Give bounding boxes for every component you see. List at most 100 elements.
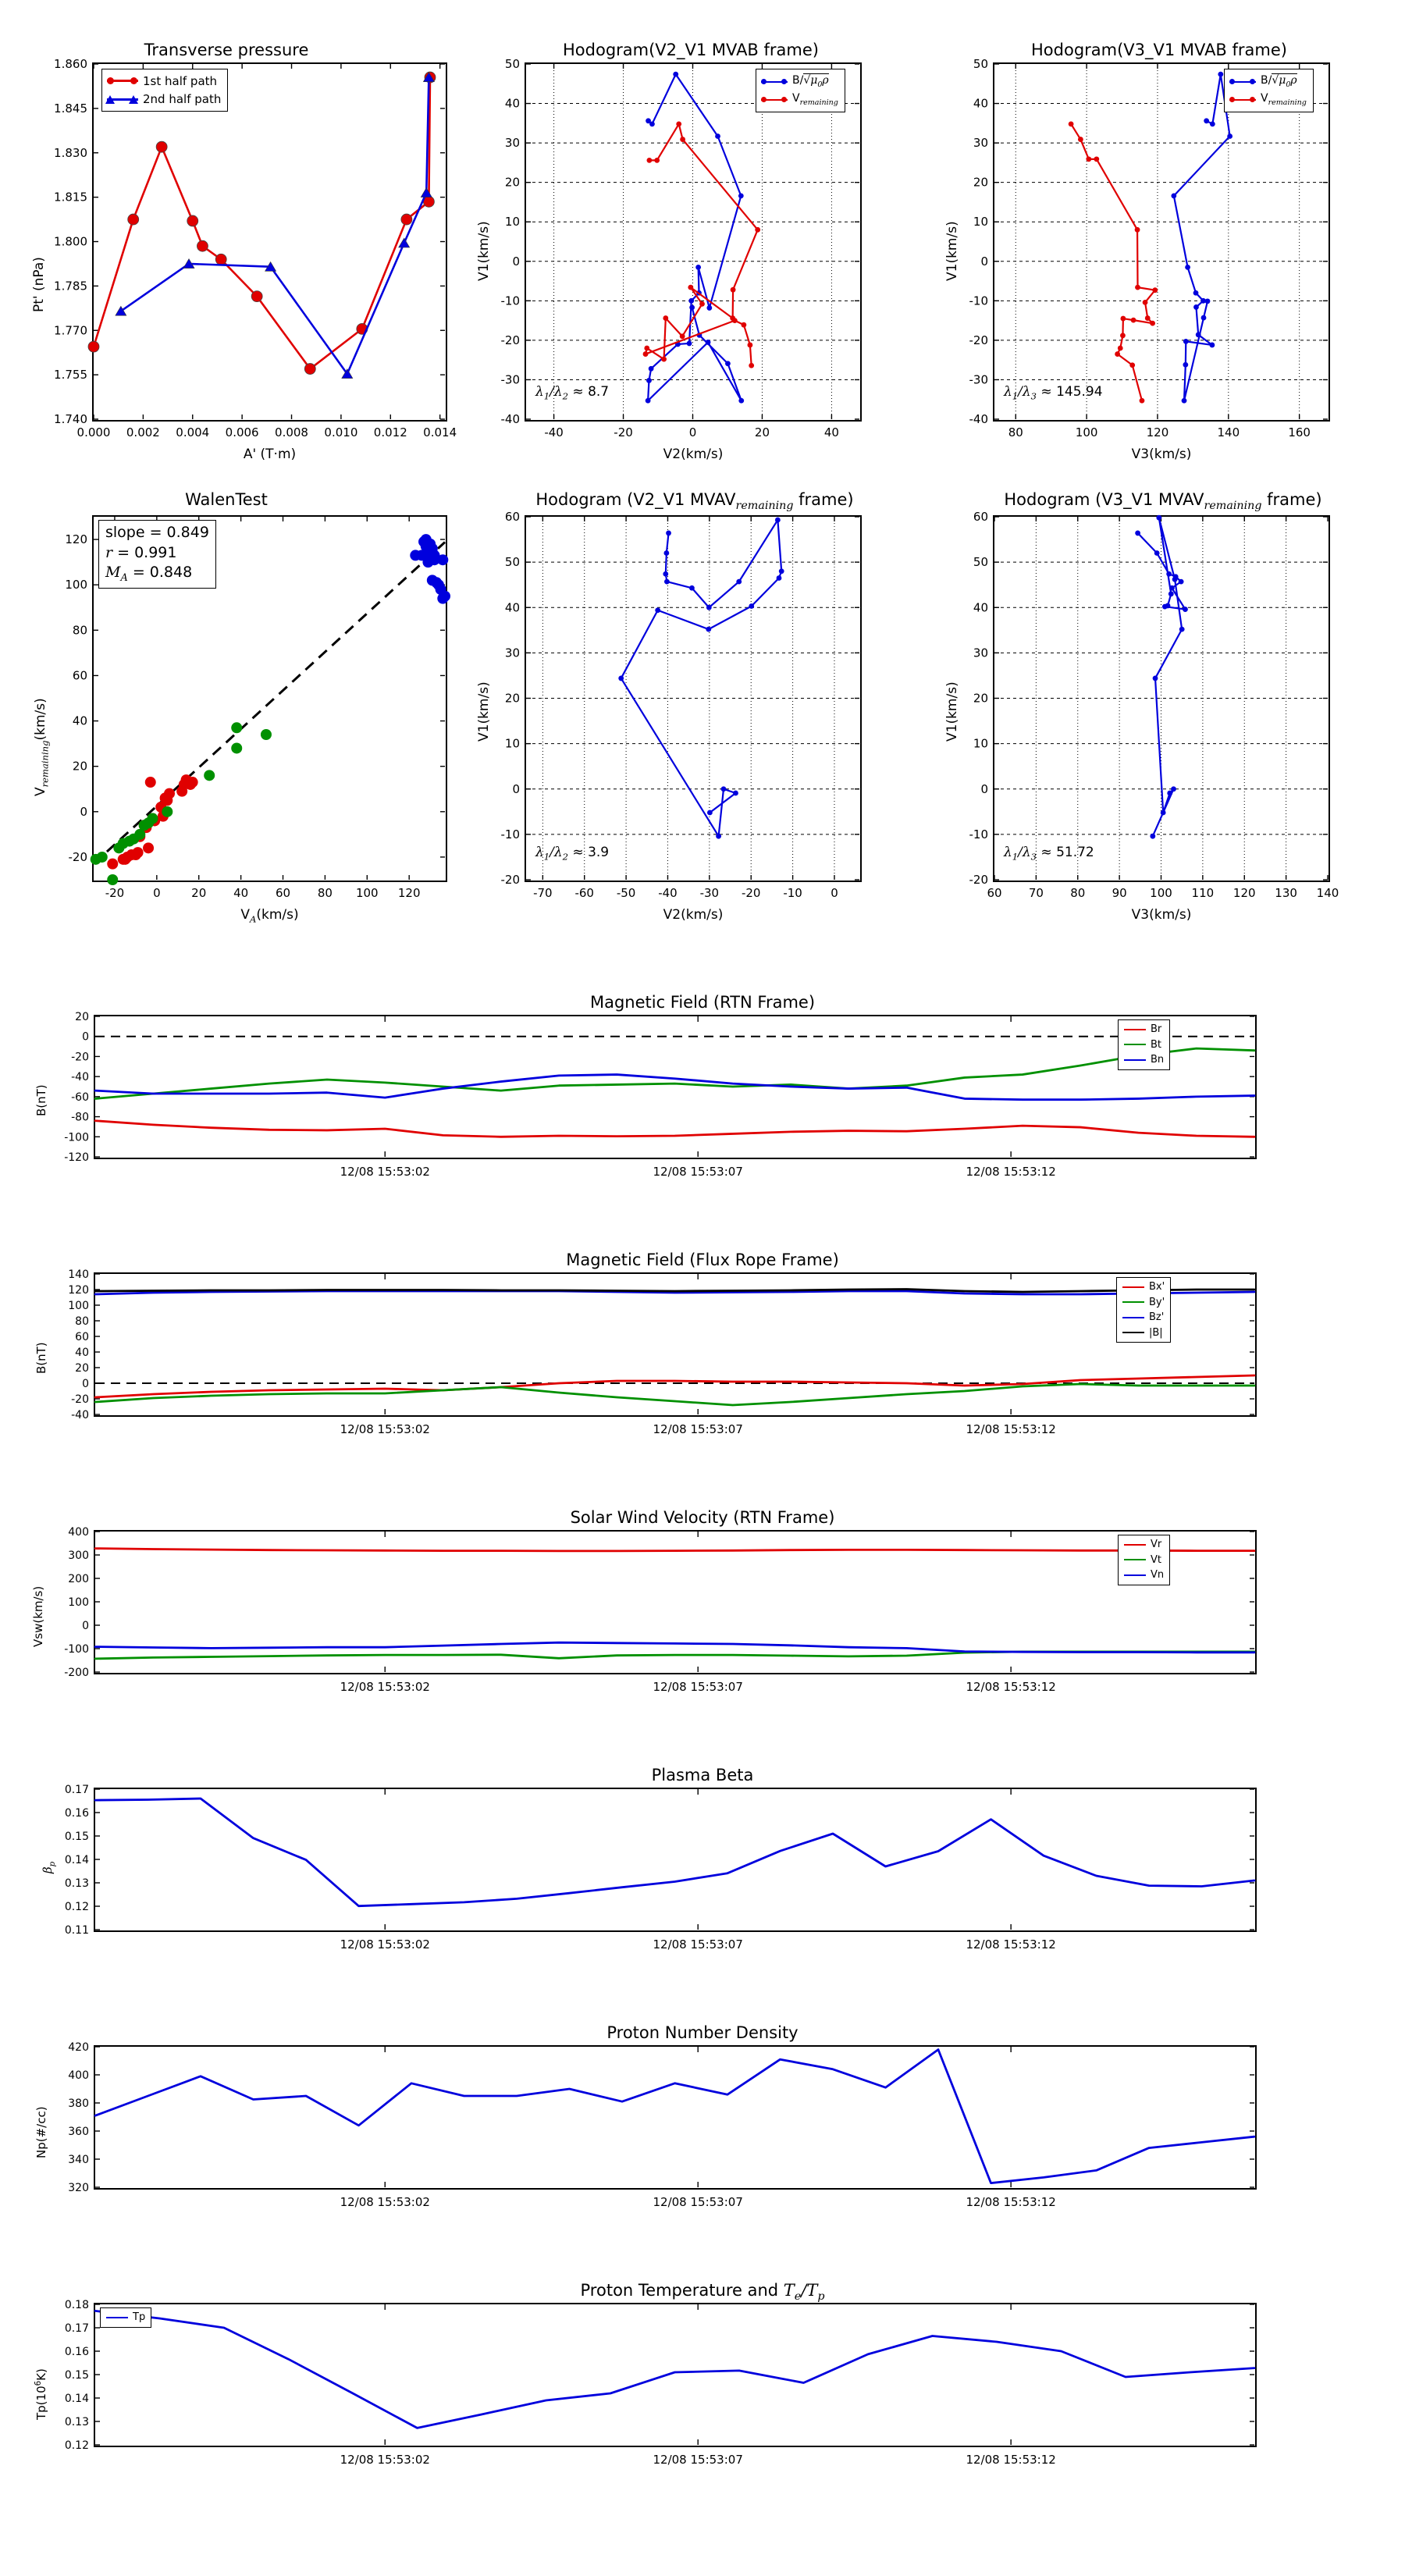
b-fluxrope-timeseries: -40 -20 0 20 40 60 80 100 120 140 12/08 15:53:02 12…	[68, 1268, 1256, 1436]
svg-text:20: 20	[191, 886, 206, 900]
y-axis-label: V1(km/s)	[944, 221, 960, 281]
svg-text:12/08 15:53:02: 12/08 15:53:02	[340, 1165, 430, 1179]
legend-marker-by	[1122, 1301, 1144, 1304]
panel-hodogram-v2v1-mvav: Hodogram (V2_V1 MVAVremaining frame) -70…	[468, 468, 937, 937]
legend-label: 2nd half path	[143, 91, 222, 106]
panel-magnetic-field-rtn: Magnetic Field (RTN Frame) -120 -100 -80 -6…	[0, 991, 1405, 1187]
legend-marker-line-red	[761, 96, 788, 104]
svg-text:-30: -30	[700, 886, 720, 900]
svg-text:30: 30	[505, 136, 520, 150]
plot-frame: 320 340 360 380 400 420 12/08 15:53:02 12/08 15…	[68, 2041, 1257, 2209]
y-axis-label: B(nT)	[34, 1342, 48, 1374]
eigenvalue-ratio-annotation: λ1/λ3 ≈ 51.72	[1004, 845, 1094, 863]
svg-text:1.740: 1.740	[54, 412, 87, 426]
svg-text:12/08 15:53:12: 12/08 15:53:12	[966, 2453, 1055, 2467]
svg-text:1.785: 1.785	[54, 279, 87, 293]
legend-item-vr: Vr	[1124, 1537, 1164, 1553]
plot-frame: 0.11 0.12 0.13 0.14 0.15 0.16 0.17 12/08 15:53:…	[65, 1784, 1257, 1952]
walen-slope: slope = 0.849	[105, 524, 209, 541]
y-axis-label: V1(km/s)	[944, 681, 960, 742]
svg-text:20: 20	[973, 176, 988, 190]
transverse-pressure-plot: 0.000 0.002 0.004 0.006 0.008 0.010 0.012 0.014…	[54, 57, 457, 439]
plot-frame: -40 -20 0 20 40 60 80 100 120 140 12/08 15:53:02 12…	[68, 1268, 1257, 1436]
svg-text:0.15: 0.15	[65, 1831, 89, 1843]
svg-text:-100: -100	[64, 1131, 89, 1144]
svg-text:0.12: 0.12	[65, 1901, 89, 1913]
y-axis-label: V1(km/s)	[476, 221, 492, 281]
svg-text:40: 40	[233, 886, 248, 900]
legend-label: Vremaining	[1261, 92, 1307, 107]
panel-title: Magnetic Field (RTN Frame)	[589, 993, 816, 1012]
svg-text:12/08 15:53:12: 12/08 15:53:12	[966, 2195, 1055, 2209]
svg-text:60: 60	[973, 510, 988, 524]
legend-label: Vr	[1151, 1539, 1162, 1550]
svg-text:1.770: 1.770	[54, 323, 87, 337]
eigenvalue-ratio-annotation: λ1/λ2 ≈ 3.9	[535, 845, 610, 863]
plot-frame: -120 -100 -80 -60 -40 -20 0 20 12/08 15:53:02 12/…	[64, 1011, 1257, 1179]
svg-text:-70: -70	[533, 886, 553, 900]
svg-text:20: 20	[505, 692, 520, 706]
svg-text:120: 120	[1147, 425, 1169, 439]
panel-walen-test: WalenTest -20 0 20 40 60 80 100 120 -20 0 20 40 60 80…	[0, 468, 468, 937]
svg-text:12/08 15:53:07: 12/08 15:53:07	[653, 1165, 743, 1179]
hodogram-v2v1-mvab-plot: -40 -20 0 20 40 -40 -30 -20 -10 0 10 20 30 40 50	[501, 57, 859, 439]
svg-text:12/08 15:53:12: 12/08 15:53:12	[966, 1680, 1055, 1694]
panel-title: Hodogram(V3_V1 MVAB frame)	[1031, 41, 1287, 59]
svg-text:12/08 15:53:12: 12/08 15:53:12	[966, 1937, 1055, 1952]
panel-proton-temperature: Proton Temperature and Te/Tp 0.12 0.13 0.1…	[0, 2279, 1405, 2482]
svg-text:20: 20	[505, 176, 520, 190]
legend-item-2nd-half: 2nd half path	[105, 91, 222, 109]
svg-text:12/08 15:53:02: 12/08 15:53:02	[340, 1680, 430, 1694]
legend-item-vremaining: Vremaining	[1229, 91, 1307, 109]
svg-text:-10: -10	[969, 827, 989, 841]
legend-item-balfven: B/√μ0ρ	[1229, 73, 1307, 91]
svg-text:80: 80	[318, 886, 333, 900]
svg-text:10: 10	[505, 215, 520, 229]
svg-text:70: 70	[1029, 886, 1044, 900]
svg-text:-10: -10	[969, 294, 989, 308]
svg-text:120: 120	[65, 532, 87, 546]
svg-text:0.18: 0.18	[65, 2299, 89, 2311]
svg-text:-30: -30	[501, 372, 521, 386]
x-axis-label: VA(km/s)	[240, 907, 299, 925]
svg-text:12/08 15:53:07: 12/08 15:53:07	[653, 1422, 743, 1436]
panel-hodogram-v2v1-mvab: Hodogram(V2_V1 MVAB frame) -40 -20 0 20 40 -4…	[468, 0, 937, 468]
panel-title: Solar Wind Velocity (RTN Frame)	[570, 1508, 835, 1527]
svg-text:-40: -40	[71, 1409, 89, 1421]
legend-marker-circle	[107, 76, 138, 86]
x-axis-label: V2(km/s)	[663, 907, 724, 923]
svg-text:-40: -40	[501, 412, 521, 426]
legend-label: By'	[1149, 1296, 1165, 1308]
svg-text:1.860: 1.860	[54, 57, 87, 71]
svg-text:0.17: 0.17	[65, 1784, 89, 1796]
svg-text:80: 80	[75, 1315, 89, 1328]
svg-text:50: 50	[505, 555, 520, 569]
svg-text:-200: -200	[64, 1667, 89, 1679]
legend-marker-bmag	[1122, 1332, 1144, 1334]
svg-text:60: 60	[276, 886, 290, 900]
legend-label: Bz'	[1149, 1311, 1165, 1323]
y-axis-label: Pt' (nPa)	[31, 257, 47, 312]
svg-text:60: 60	[73, 668, 87, 682]
tp-timeseries: 0.12 0.13 0.14 0.15 0.16 0.17 0.18 12/08 15:53:…	[65, 2299, 1256, 2467]
panel-title: Plasma Beta	[651, 1766, 754, 1784]
legend-label: B/√μ0ρ	[792, 73, 829, 89]
panel-magnetic-field-fluxrope: Magnetic Field (Flux Rope Frame) -40 -20 0…	[0, 1249, 1405, 1444]
legend-item-bn: Bn	[1124, 1052, 1164, 1068]
svg-text:12/08 15:53:02: 12/08 15:53:02	[340, 2453, 430, 2467]
eigenvalue-ratio-annotation: λ1/λ3 ≈ 145.94	[1004, 384, 1103, 402]
svg-text:0: 0	[980, 782, 988, 796]
legend-marker-line-blue	[1229, 78, 1256, 86]
svg-text:30: 30	[505, 646, 520, 660]
legend-label: |B|	[1149, 1326, 1163, 1339]
walen-ma: MA = 0.848	[105, 564, 193, 585]
svg-text:50: 50	[973, 555, 988, 569]
svg-text:120: 120	[68, 1284, 89, 1297]
panel-hodogram-v3v1-mvav: Hodogram (V3_V1 MVAVremaining frame) 60 7…	[937, 468, 1405, 937]
svg-text:0: 0	[82, 1031, 89, 1044]
svg-text:-20: -20	[614, 425, 633, 439]
panel-title: Hodogram (V2_V1 MVAVremaining frame)	[535, 490, 854, 513]
legend: Vr Vt Vn	[1118, 1535, 1171, 1585]
svg-text:0.010: 0.010	[324, 425, 357, 439]
panel-title: WalenTest	[185, 490, 268, 509]
